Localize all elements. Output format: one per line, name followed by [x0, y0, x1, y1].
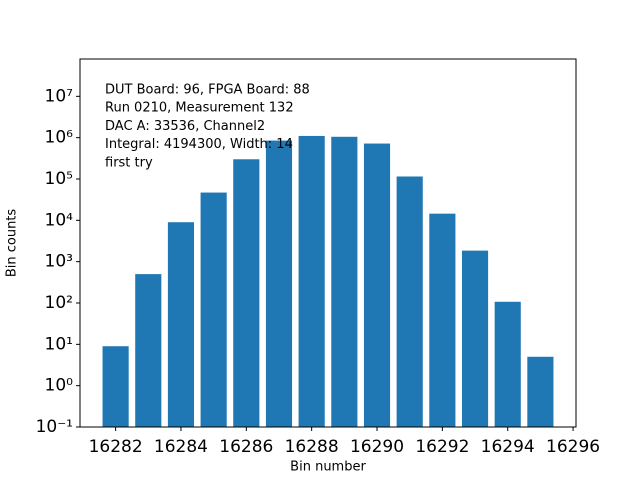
annotation: first try — [105, 155, 153, 170]
y-tick-label: 10⁶ — [45, 128, 74, 148]
x-axis-label: Bin number — [290, 460, 366, 475]
y-tick-label: 10³ — [45, 252, 73, 272]
bar — [527, 356, 554, 427]
bar — [429, 213, 456, 427]
y-tick-label: 10⁴ — [45, 210, 74, 230]
bar — [298, 135, 325, 427]
x-tick-label: 16294 — [481, 437, 535, 457]
y-tick-label: 10⁵ — [45, 169, 73, 189]
x-tick-label: 16288 — [285, 437, 339, 457]
x-tick-label: 16296 — [546, 437, 600, 457]
y-axis-label: Bin counts — [5, 209, 20, 278]
plot-frame — [79, 58, 577, 428]
x-tick-label: 16286 — [219, 437, 273, 457]
x-tick-label: 16290 — [350, 437, 404, 457]
annotation: DAC A: 33536, Channel2 — [105, 119, 265, 134]
annotation: DUT Board: 96, FPGA Board: 88 — [105, 83, 310, 98]
x-tick-label: 16284 — [154, 437, 208, 457]
bar — [233, 159, 260, 427]
bar — [461, 250, 489, 427]
y-tick-label: 10⁻¹ — [36, 417, 73, 437]
y-tick-label: 10⁰ — [45, 376, 74, 396]
x-tick-label: 16292 — [415, 437, 469, 457]
bar — [363, 143, 391, 427]
y-tick-label: 10¹ — [45, 334, 73, 354]
bar — [396, 176, 423, 427]
bar — [200, 192, 227, 427]
y-tick-label: 10⁷ — [45, 86, 74, 106]
bar — [102, 346, 129, 427]
x-tick-label: 16282 — [89, 437, 143, 457]
bar — [167, 222, 195, 427]
annotation: Run 0210, Measurement 132 — [105, 101, 294, 116]
y-tick-label: 10² — [45, 293, 73, 313]
bar — [135, 274, 162, 427]
bar — [265, 140, 293, 427]
annotation: Integral: 4194300, Width: 14 — [105, 137, 293, 152]
bar — [331, 136, 358, 427]
bar — [494, 301, 521, 427]
